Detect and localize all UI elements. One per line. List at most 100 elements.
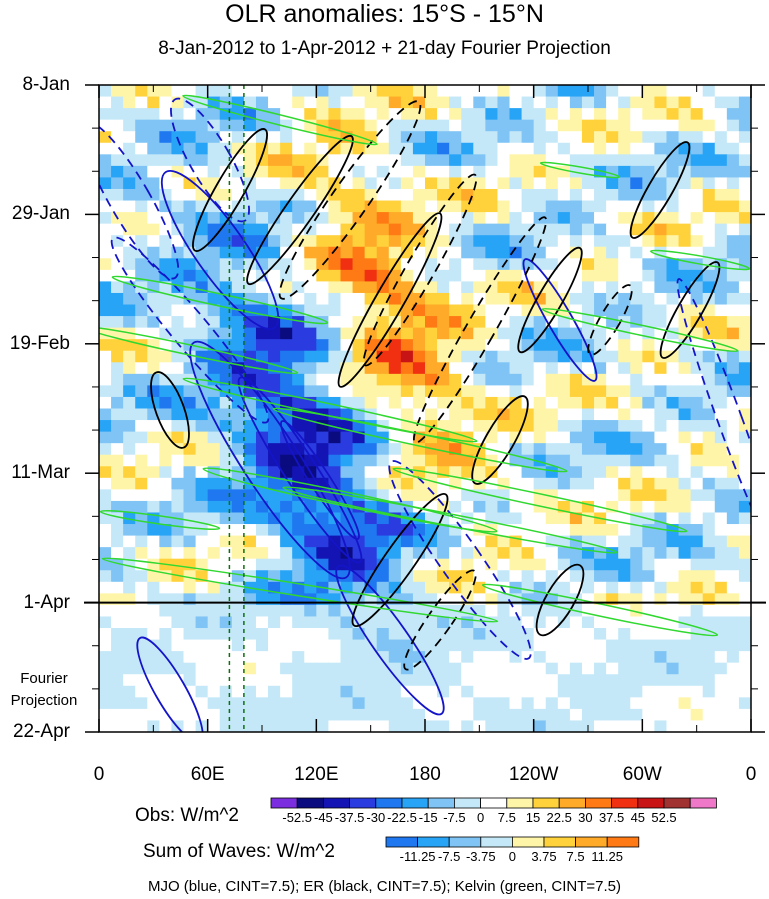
anomaly-cell (159, 316, 173, 329)
anomaly-cell (533, 316, 547, 329)
anomaly-cell (159, 142, 173, 155)
anomaly-cell (581, 477, 595, 490)
anomaly-cell (99, 524, 112, 537)
anomaly-cell (569, 547, 583, 560)
anomaly-cell (509, 339, 523, 352)
anomaly-cell (135, 362, 148, 375)
anomaly-cell (388, 639, 402, 652)
anomaly-cell (533, 200, 547, 213)
anomaly-cell (292, 708, 305, 722)
anomaly-cell (99, 420, 112, 433)
anomaly-cell (340, 212, 354, 225)
anomaly-cell (714, 708, 728, 722)
anomaly-cell (557, 431, 571, 444)
anomaly-cell (437, 547, 450, 560)
anomaly-cell (316, 547, 330, 560)
anomaly-cell (497, 142, 511, 155)
anomaly-cell (123, 316, 136, 329)
anomaly-cell (99, 350, 112, 363)
anomaly-cell (316, 350, 330, 363)
anomaly-cell (207, 142, 221, 155)
anomaly-cell (690, 292, 704, 306)
anomaly-cell (473, 200, 486, 213)
anomaly-cell (219, 524, 233, 537)
anomaly-cell (437, 316, 450, 329)
anomaly-cell (292, 108, 305, 121)
anomaly-cell (425, 281, 438, 294)
anomaly-cell (412, 466, 426, 479)
anomaly-cell (726, 593, 740, 606)
mjo-contour (676, 278, 751, 562)
anomaly-cell (147, 420, 160, 433)
anomaly-cell (304, 108, 317, 121)
anomaly-cell (594, 212, 607, 225)
anomaly-cell (400, 188, 414, 202)
anomaly-cell (545, 466, 559, 479)
anomaly-cell (147, 269, 160, 283)
anomaly-cell (726, 108, 740, 121)
anomaly-cell (171, 85, 185, 98)
anomaly-cell (159, 524, 173, 537)
anomaly-cell (352, 188, 366, 202)
anomaly-cell (545, 339, 559, 352)
anomaly-cell (123, 593, 136, 606)
anomaly-cell (219, 662, 233, 675)
anomaly-cell (111, 396, 124, 410)
anomaly-cell (630, 96, 643, 109)
y-tick-label: 8-Jan (22, 74, 70, 95)
anomaly-cell (400, 85, 414, 98)
anomaly-cell (509, 373, 523, 386)
anomaly-cell (304, 200, 317, 213)
anomaly-cell (485, 154, 499, 167)
anomaly-cell (618, 165, 631, 179)
anomaly-cell (364, 188, 378, 202)
anomaly-cell (123, 292, 136, 306)
anomaly-cell (243, 685, 257, 698)
anomaly-cell (99, 431, 112, 444)
anomaly-cell (388, 685, 402, 698)
anomaly-cell (702, 604, 716, 618)
anomaly-cell (171, 674, 185, 687)
anomaly-cell (437, 616, 450, 629)
anomaly-cell (690, 258, 704, 271)
anomaly-cell (135, 720, 148, 732)
anomaly-cell (485, 604, 499, 618)
anomaly-cell (195, 165, 209, 179)
anomaly-cell (255, 316, 269, 329)
anomaly-cell (111, 223, 124, 236)
anomaly-cell (497, 535, 511, 548)
colorbar-tick-label: 0 (508, 849, 517, 864)
anomaly-cell (449, 177, 462, 190)
anomaly-cell (340, 454, 354, 467)
anomaly-cell (678, 558, 692, 571)
anomaly-cell (581, 223, 595, 236)
anomaly-cell (183, 708, 197, 722)
anomaly-cell (666, 639, 680, 652)
anomaly-cell (183, 500, 197, 514)
anomaly-cell (449, 489, 462, 502)
anomaly-cell (437, 466, 450, 479)
chart-subtitle: 8-Jan-2012 to 1-Apr-2012 + 21-day Fourie… (158, 38, 611, 59)
anomaly-cell (255, 639, 269, 652)
anomaly-cell (147, 616, 160, 629)
anomaly-cell (690, 269, 704, 283)
anomaly-cell (690, 165, 704, 179)
anomaly-cell (147, 443, 160, 456)
anomaly-cell (714, 500, 728, 514)
anomaly-cell (666, 662, 680, 675)
anomaly-cell (557, 108, 571, 121)
anomaly-cell (280, 108, 293, 121)
anomaly-cell (473, 362, 486, 375)
anomaly-cell (340, 662, 354, 675)
anomaly-cell (340, 385, 354, 398)
anomaly-cell (714, 292, 728, 306)
anomaly-cell (666, 292, 680, 306)
anomaly-cell (123, 119, 136, 132)
anomaly-cell (243, 316, 257, 329)
anomaly-cell (678, 212, 692, 225)
anomaly-cell (425, 85, 438, 98)
anomaly-cell (569, 477, 583, 490)
anomaly-cell (376, 223, 390, 236)
anomaly-cell (509, 639, 523, 652)
anomaly-cell (521, 385, 535, 398)
